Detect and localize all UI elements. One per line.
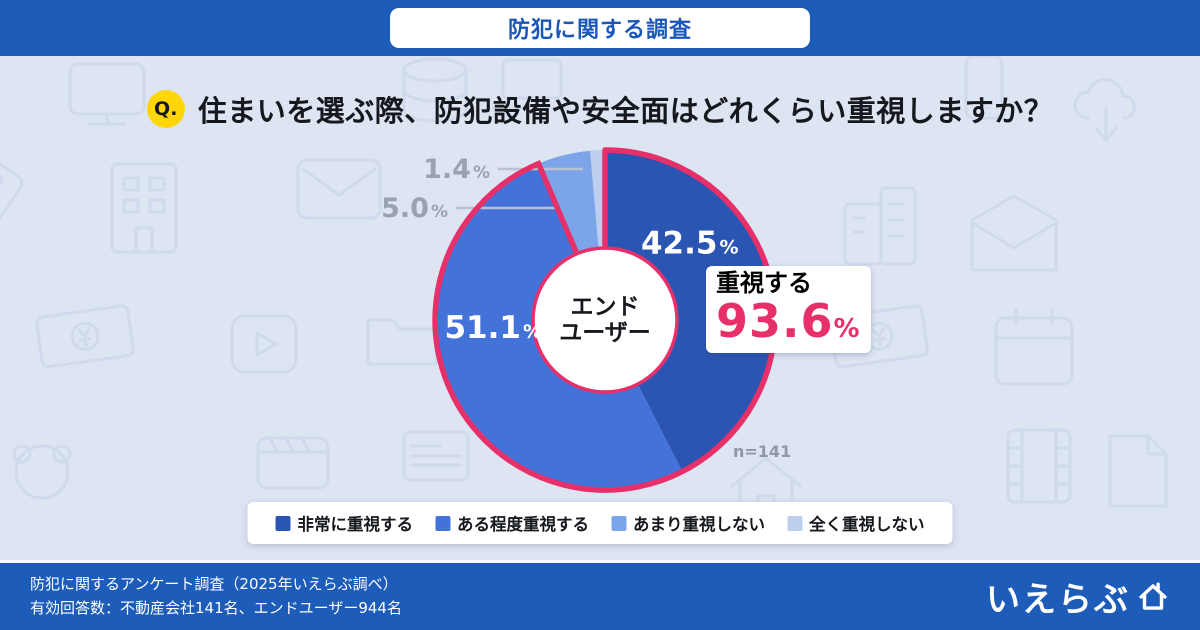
pie-center-label: エンドユーザー [559, 294, 651, 346]
pie-value-label: 1.4% [423, 154, 490, 185]
building-icon [110, 162, 178, 254]
footer-bar: 防犯に関するアンケート調査（2025年いえらぶ調べ） 有効回答数：不動産会社14… [0, 560, 1200, 630]
card-icon [402, 430, 470, 482]
chart-legend: 非常に重視する ある程度重視する あまり重視しない 全く重視しない [247, 502, 953, 544]
building-icon [843, 186, 917, 266]
footer-line1: 防犯に関するアンケート調査（2025年いえらぶ調べ） [30, 575, 398, 594]
donut-hole [531, 246, 679, 394]
folder-icon [366, 318, 438, 366]
bear-icon [12, 444, 72, 500]
phone-icon [964, 56, 1004, 120]
legend-swatch [275, 515, 291, 531]
highlight-value: 93.6% [716, 296, 861, 347]
legend-label: 全く重視しない [809, 515, 925, 534]
legend-swatch [611, 515, 626, 531]
highlight-chip: 重視する 93.6% [706, 266, 871, 353]
banknote-icon [35, 304, 135, 369]
legend-swatch [435, 515, 450, 531]
logo-house-icon [1139, 582, 1167, 610]
legend-label: あまり重視しない [633, 515, 765, 534]
legend-item: 全く重視しない [787, 511, 925, 535]
main-area: Q. 住まいを選ぶ際、防犯設備や安全面はどれくらい重視しますか？ エンドユーザー… [0, 56, 1200, 560]
open-envelope-icon [970, 194, 1058, 272]
ielove-logo: いえらぶ [986, 572, 1170, 621]
ielove-logo-text: いえらぶ [986, 580, 1130, 620]
legend-item: あまり重視しない [611, 511, 765, 535]
legend-label: ある程度重視する [457, 515, 589, 534]
footer-line2: 有効回答数：不動産会社141名、エンドユーザー944名 [30, 598, 402, 617]
play-button-icon [230, 314, 298, 374]
document-icon [1108, 434, 1168, 508]
highlight-label: 重視する [716, 269, 812, 297]
legend-swatch [787, 515, 802, 531]
legend-label: 非常に重視する [297, 515, 414, 534]
highlight-outline [432, 147, 778, 493]
envelope-icon [296, 158, 382, 220]
legend-item: ある程度重視する [435, 511, 589, 535]
calendar-icon [994, 308, 1074, 386]
laptop-icon [492, 58, 572, 110]
pie-value-label: 5.0% [381, 193, 448, 224]
header-bar: 防犯に関する調査 [0, 0, 1200, 56]
background-pattern [0, 56, 1168, 518]
question-badge: Q. [146, 90, 185, 128]
highlight-value-number: 93.6 [716, 294, 834, 349]
database-icon [402, 57, 468, 123]
pie-slice-0 [605, 149, 776, 472]
footer-text: 防犯に関するアンケート調査（2025年いえらぶ調べ） 有効回答数：不動産会社14… [30, 573, 402, 620]
highlight-value-unit: % [833, 314, 861, 345]
question-text: 住まいを選ぶ際、防犯設備や安全面はどれくらい重視しますか？ [197, 94, 1054, 128]
page-title-text: 防犯に関する調査 [507, 18, 692, 43]
question-row: Q. 住まいを選ぶ際、防犯設備や安全面はどれくらい重視しますか？ [0, 88, 1200, 130]
clapperboard-icon [256, 436, 330, 490]
cloud-download-icon [1073, 78, 1136, 142]
sample-size-label: n=141 [733, 442, 792, 461]
film-icon [1006, 428, 1072, 504]
legend-item: 非常に重視する [275, 511, 414, 535]
tag-icon [0, 156, 24, 234]
monitor-icon [68, 62, 146, 126]
page-title: 防犯に関する調査 [390, 8, 810, 48]
